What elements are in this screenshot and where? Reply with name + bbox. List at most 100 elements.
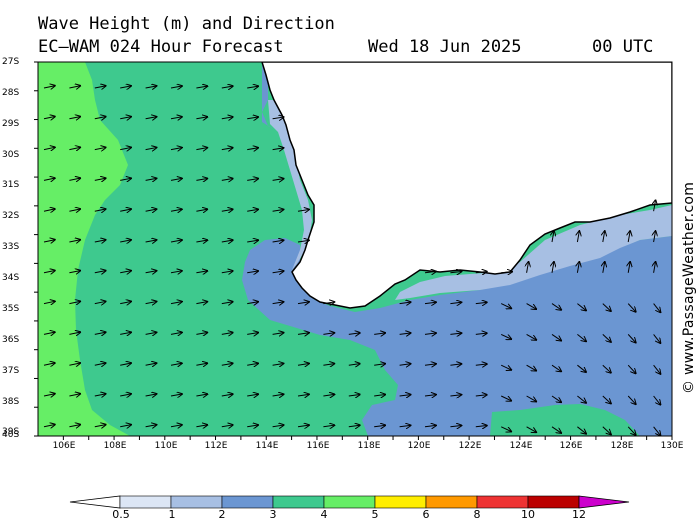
wave-direction-arrow <box>374 395 385 396</box>
wave-direction-arrow <box>424 395 436 396</box>
wave-direction-arrow <box>247 394 258 396</box>
wave-direction-arrow <box>247 425 258 427</box>
wave-direction-arrow <box>348 364 360 366</box>
colorbar-swatch <box>476 495 529 509</box>
wave-direction-arrow <box>120 301 131 303</box>
wave-direction-arrow <box>170 302 182 304</box>
wave-direction-arrow <box>399 302 411 303</box>
wave-direction-arrow <box>43 425 55 427</box>
wave-direction-arrow <box>399 425 411 426</box>
wave-direction-arrow <box>145 117 157 119</box>
wave-direction-arrow <box>424 425 436 426</box>
wave-direction-arrow <box>94 117 106 119</box>
wave-direction-arrow <box>551 426 561 433</box>
colorbar-label: 4 <box>320 508 328 521</box>
forecast-time: 00 UTC <box>592 37 654 57</box>
wave-direction-arrow <box>120 86 131 88</box>
wave-direction-arrow <box>297 425 309 427</box>
wave-direction-arrow <box>196 148 207 150</box>
wave-direction-arrow <box>43 86 55 88</box>
wave-direction-arrow <box>196 240 207 242</box>
colorbar-label: 2 <box>218 508 226 521</box>
band-2-3m-north <box>262 62 275 130</box>
wave-direction-arrow <box>247 86 258 88</box>
wave-direction-arrow <box>94 363 106 365</box>
wave-direction-arrow <box>450 425 461 426</box>
wave-direction-arrow <box>247 240 258 242</box>
wave-direction-arrow <box>297 302 309 304</box>
lon-label: 112E <box>204 441 228 451</box>
wave-direction-arrow <box>654 262 656 273</box>
wave-direction-arrow <box>120 363 131 365</box>
wave-direction-arrow <box>221 425 233 427</box>
wave-direction-arrow <box>475 333 487 334</box>
lat-label: 33S <box>2 242 20 252</box>
wave-direction-arrow <box>272 333 284 335</box>
lon-label: 116E <box>306 441 330 451</box>
wave-direction-arrow <box>627 334 635 342</box>
lat-label: 36S <box>2 335 20 345</box>
australia-landmass <box>261 62 672 309</box>
axis-ticks <box>34 61 673 440</box>
wave-direction-arrow <box>196 394 207 396</box>
lat-label: 29S <box>2 119 20 129</box>
wave-direction-arrow <box>500 395 511 401</box>
colorbar-label: 8 <box>473 508 481 521</box>
wave-direction-arrow <box>170 209 182 211</box>
wave-direction-arrow <box>551 364 561 371</box>
wave-direction-arrow <box>120 209 131 211</box>
wave-direction-arrow <box>221 148 233 150</box>
wave-direction-arrow <box>94 271 106 273</box>
wave-direction-arrow <box>551 303 561 310</box>
wave-direction-arrow <box>323 425 334 427</box>
lat-label: 34S <box>2 273 20 283</box>
wave-direction-arrow <box>500 364 511 370</box>
wave-direction-arrow <box>145 271 157 273</box>
wave-direction-arrow <box>653 364 661 374</box>
wave-direction-arrow <box>120 117 131 119</box>
wave-direction-arrow <box>196 209 207 211</box>
wave-direction-arrow <box>221 363 233 365</box>
wave-direction-arrow <box>145 425 157 427</box>
wave-direction-arrow <box>69 332 80 334</box>
wave-direction-arrow <box>247 179 258 181</box>
lat-label: 27S <box>2 57 20 67</box>
wave-direction-arrow <box>603 231 605 243</box>
wave-direction-arrow <box>221 209 233 211</box>
wave-direction-arrow <box>500 426 511 432</box>
wave-direction-arrow <box>43 332 55 334</box>
wave-direction-arrow <box>221 240 233 242</box>
wave-direction-arrow <box>577 364 586 372</box>
wave-direction-arrow <box>221 271 233 273</box>
wave-direction-arrow <box>196 271 207 273</box>
wave-direction-arrow <box>145 363 157 365</box>
wave-direction-arrow <box>170 425 182 427</box>
wave-direction-arrow <box>221 117 233 119</box>
wave-direction-arrow <box>145 209 157 211</box>
wave-direction-arrow <box>196 178 207 180</box>
wave-direction-arrow <box>43 363 55 365</box>
wave-direction-arrow <box>424 364 436 365</box>
wave-direction-arrow <box>450 271 461 272</box>
wave-direction-arrow <box>348 333 360 335</box>
wave-direction-arrow <box>654 200 656 212</box>
band-4-5m <box>38 62 130 436</box>
colorbar-swatch <box>119 495 172 509</box>
wave-direction-arrow <box>475 426 487 427</box>
wave-direction-arrow <box>69 240 80 242</box>
wave-direction-arrow <box>272 148 284 150</box>
lat-label: 30S <box>2 150 20 160</box>
wave-direction-arrow <box>272 302 284 304</box>
wave-direction-arrow <box>120 425 131 427</box>
wave-direction-arrow <box>221 179 233 181</box>
wave-direction-arrow <box>297 364 309 366</box>
wave-direction-arrow <box>170 117 182 119</box>
wave-direction-arrow <box>94 178 106 180</box>
colorbar-label: 3 <box>269 508 277 521</box>
colorbar-label: 1 <box>168 508 176 521</box>
wave-direction-arrow <box>297 394 309 396</box>
wave-direction-arrow <box>94 209 106 211</box>
wave-direction-arrow <box>399 364 411 365</box>
wave-direction-arrow <box>450 395 461 396</box>
lon-label: 110E <box>154 441 178 451</box>
